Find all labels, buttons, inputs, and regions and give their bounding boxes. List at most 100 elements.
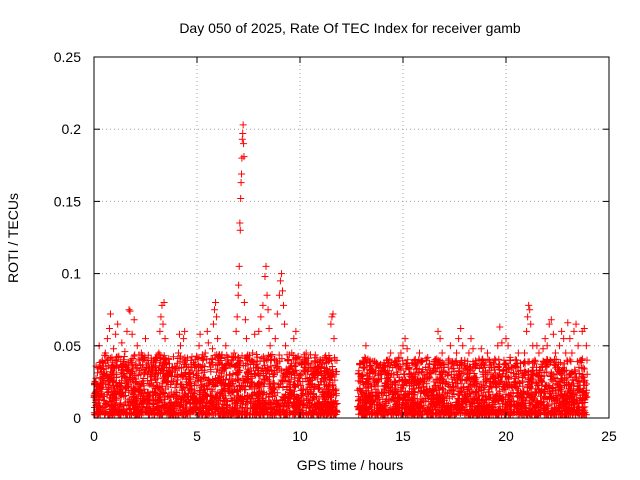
roti-point: [154, 402, 162, 410]
roti-point: [549, 330, 557, 338]
roti-point: [518, 374, 526, 382]
chart-title: Day 050 of 2025, Rate Of TEC Index for r…: [179, 20, 521, 36]
roti-point: [361, 353, 369, 361]
roti-point: [469, 345, 477, 353]
roti-point: [453, 349, 461, 357]
roti-point: [504, 342, 512, 350]
roti-point: [245, 371, 252, 379]
roti-point: [411, 371, 419, 379]
roti-point: [212, 298, 220, 306]
roti-point: [323, 385, 331, 393]
x-tick-label: 15: [395, 428, 411, 444]
roti-point: [333, 400, 341, 408]
roti-point: [265, 324, 273, 332]
roti-point: [360, 363, 368, 371]
roti-point: [531, 356, 539, 364]
y-axis: 0 0.05 0.1 0.15 0.2 0.25: [54, 49, 609, 426]
roti-point: [164, 392, 172, 400]
roti-point: [364, 378, 372, 386]
roti-point: [535, 349, 543, 357]
roti-point: [490, 374, 498, 382]
roti-point: [399, 342, 407, 350]
roti-point: [448, 359, 456, 367]
roti-point: [475, 356, 483, 364]
roti-point: [524, 313, 532, 321]
roti-point: [407, 378, 415, 386]
roti-point: [137, 349, 145, 357]
roti-point: [127, 356, 135, 364]
y-tick-label: 0.05: [54, 338, 81, 354]
roti-point: [184, 392, 192, 400]
roti-point: [562, 349, 570, 357]
roti-point: [317, 378, 325, 386]
roti-point: [306, 388, 314, 396]
y-tick-label: 0: [73, 410, 81, 426]
roti-point: [114, 320, 122, 328]
roti-point: [228, 385, 236, 393]
roti-point: [242, 335, 250, 343]
roti-point: [438, 349, 446, 357]
roti-point: [558, 327, 566, 335]
roti-point: [117, 385, 125, 393]
roti-point: [257, 313, 265, 321]
roti-point: [481, 371, 489, 379]
roti-point: [163, 378, 171, 386]
roti-point: [537, 363, 545, 371]
roti-point: [312, 392, 320, 400]
roti-point: [183, 378, 191, 386]
roti-point: [234, 291, 242, 299]
roti-point: [267, 356, 275, 364]
y-axis-title: ROTI / TECUs: [5, 193, 21, 283]
roti-point: [325, 371, 333, 379]
roti-point: [383, 356, 391, 364]
roti-point: [209, 320, 217, 328]
roti-point: [236, 219, 244, 227]
roti-point: [101, 349, 109, 357]
roti-point: [133, 342, 141, 350]
roti-point: [123, 327, 131, 335]
roti-point: [516, 359, 524, 367]
roti-point: [135, 385, 143, 393]
roti-point: [554, 363, 561, 371]
roti-point: [128, 330, 136, 338]
roti-point: [494, 342, 502, 350]
roti-point: [96, 374, 104, 382]
roti-point: [93, 382, 101, 390]
roti-point: [120, 392, 128, 400]
roti-point: [358, 388, 366, 396]
roti-point: [286, 371, 294, 379]
roti-point: [168, 408, 176, 416]
roti-point: [179, 385, 187, 393]
roti-point: [191, 388, 199, 396]
roti-point: [514, 349, 522, 357]
roti-point: [319, 356, 327, 364]
roti-point: [539, 345, 547, 353]
roti-point: [132, 365, 140, 373]
roti-point: [239, 130, 247, 138]
y-tick-label: 0.2: [62, 121, 82, 137]
roti-point: [235, 262, 243, 270]
roti-point: [330, 335, 338, 343]
roti-point: [374, 378, 382, 386]
roti-point: [106, 310, 114, 318]
roti-point: [249, 349, 257, 357]
roti-point: [255, 327, 263, 335]
roti-point: [237, 170, 245, 178]
roti-point: [115, 353, 123, 361]
roti-point: [237, 195, 245, 203]
roti-point: [119, 362, 127, 370]
roti-point: [292, 327, 300, 335]
roti-point: [220, 363, 228, 371]
roti-point: [146, 400, 154, 408]
roti-point: [357, 378, 365, 386]
roti-point: [362, 342, 370, 350]
roti-point: [109, 378, 117, 386]
roti-point: [483, 349, 491, 357]
roti-point: [308, 371, 316, 379]
roti-point: [264, 306, 272, 314]
roti-point: [451, 374, 458, 382]
roti-point: [273, 310, 281, 318]
y-tick-label: 0.1: [62, 266, 82, 282]
roti-point: [459, 342, 467, 350]
roti-point: [296, 371, 304, 379]
